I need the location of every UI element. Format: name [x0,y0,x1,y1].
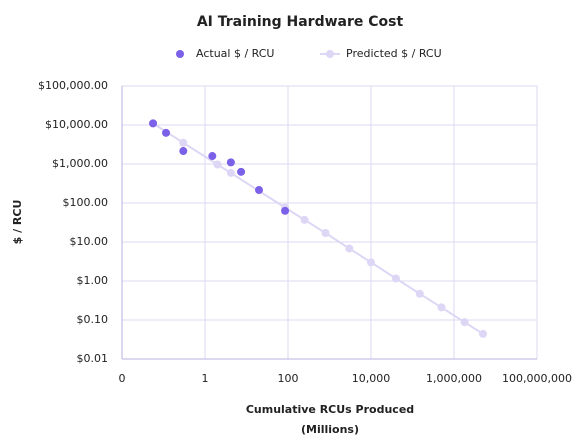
point [179,138,188,147]
y-tick-label: $1,000.00 [52,157,108,170]
y-tick-label: $10.00 [70,235,109,248]
point [208,152,217,161]
x-axis-label: Cumulative RCUs Produced [246,403,414,416]
y-axis-label: $ / RCU [11,200,24,245]
point [213,160,222,169]
x-axis-label: (Millions) [301,423,359,436]
x-tick-label: 1 [202,372,209,385]
legend-label: Actual $ / RCU [196,47,274,60]
point [226,168,235,177]
point [300,215,309,224]
y-tick-label: $10,000.00 [45,118,108,131]
point [179,147,188,156]
x-tick-label: 0 [119,372,126,385]
point [391,274,400,283]
y-tick-label: $0.10 [77,313,109,326]
y-tick-label: $100,000.00 [38,79,108,92]
y-tick-label: $0.01 [77,352,109,365]
point [460,318,469,327]
legend-marker [326,50,334,58]
legend-marker [176,50,184,58]
point [367,258,375,267]
point [237,167,246,176]
x-tick-label: 100 [278,372,299,385]
x-tick-label: 10,000 [352,372,391,385]
legend-label: Predicted $ / RCU [346,47,442,60]
point [226,158,235,167]
point [281,206,290,215]
series-line [152,122,484,335]
point [437,303,446,312]
point [415,289,424,298]
point [149,119,158,128]
x-tick-label: 1,000,000 [426,372,482,385]
y-tick-label: $100.00 [63,196,109,209]
point [479,329,488,338]
point [321,229,330,238]
chart-title: AI Training Hardware Cost [197,14,404,30]
x-tick-label: 100,000,000 [502,372,572,385]
point [254,186,263,195]
point [345,244,354,253]
point [162,128,171,137]
y-tick-label: $1.00 [77,274,109,287]
